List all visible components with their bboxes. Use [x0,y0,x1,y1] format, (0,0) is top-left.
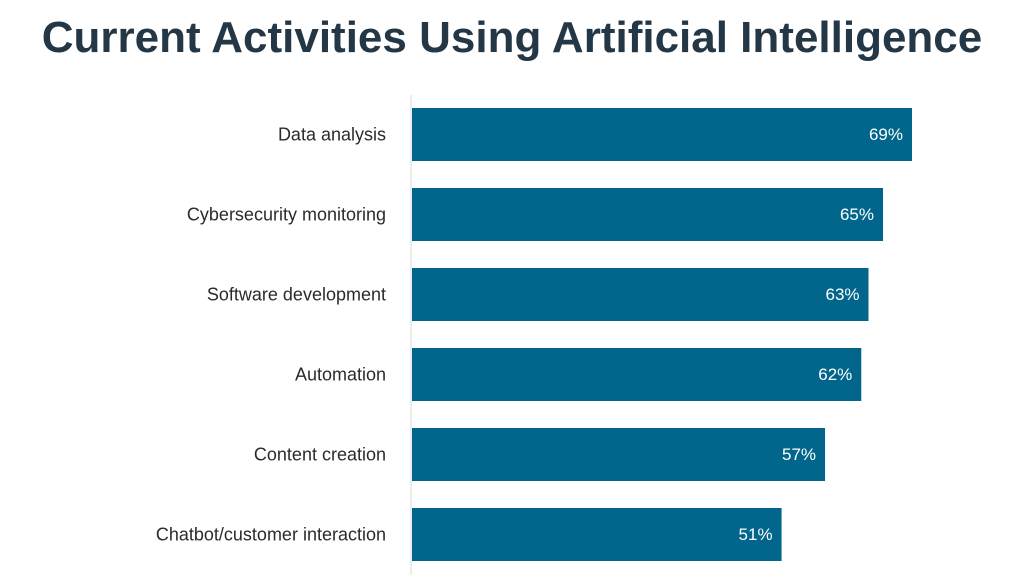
category-label-1: Cybersecurity monitoring [187,205,386,225]
bar-0 [412,108,912,161]
bars-group: Data analysis 69% Cybersecurity monitoring… [156,108,912,561]
category-label-3: Automation [295,365,386,385]
category-label-2: Software development [207,285,386,305]
category-label-5: Chatbot/customer interaction [156,525,386,545]
category-label-0: Data analysis [278,125,386,145]
bar-5 [412,508,782,561]
value-label-3: 62% [818,365,852,384]
bar-4 [412,428,826,481]
value-label-5: 51% [739,525,773,544]
category-label-4: Content creation [254,445,386,465]
bar-1 [412,188,884,241]
value-label-2: 63% [825,285,859,304]
value-label-1: 65% [840,205,874,224]
value-label-0: 69% [869,125,903,144]
bar-2 [412,268,869,321]
value-label-4: 57% [782,445,816,464]
bar-3 [412,348,862,401]
chart-title: Current Activities Using Artificial Inte… [41,13,983,62]
